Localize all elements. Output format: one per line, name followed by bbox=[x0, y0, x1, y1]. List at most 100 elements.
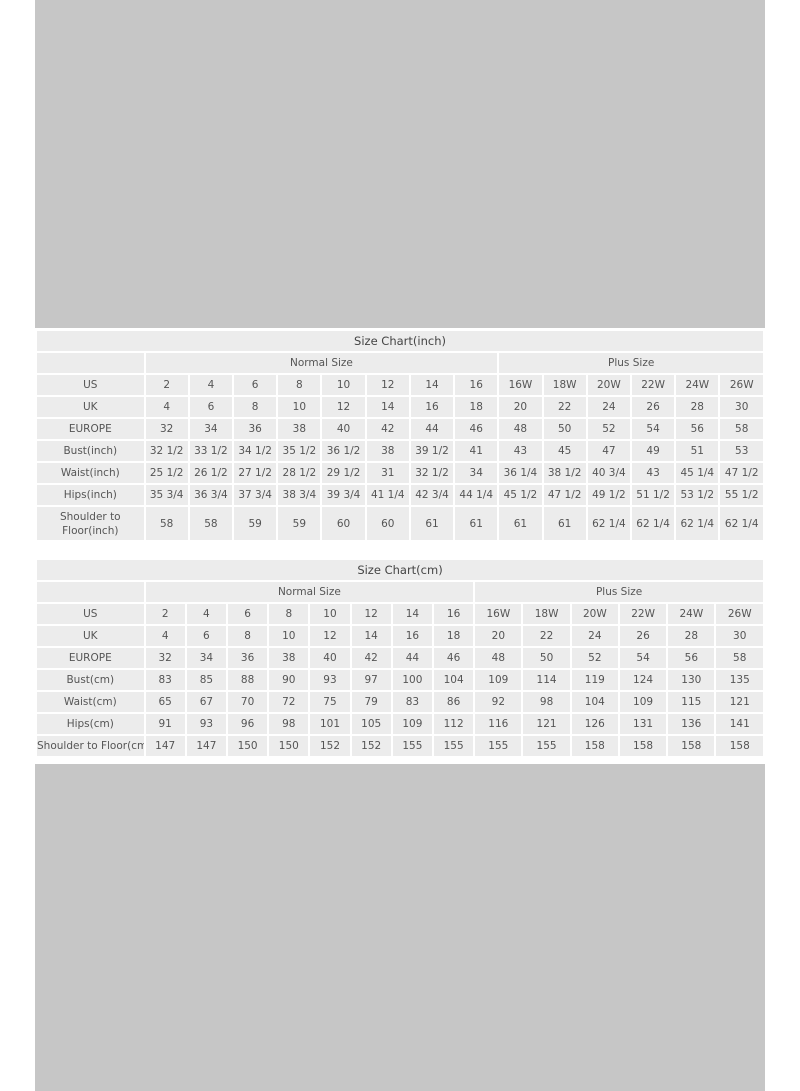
size-chart-cm-table: Size Chart(cm) Normal Size Plus Size US 2 4 6 8… bbox=[35, 558, 765, 758]
table-cell: 97 bbox=[351, 670, 391, 690]
table-cell: 10 bbox=[310, 604, 350, 624]
table-cell: 36 1/2 bbox=[322, 441, 365, 461]
table-cell: 62 1/4 bbox=[720, 507, 763, 540]
table-cell: 6 bbox=[234, 375, 277, 395]
table-cell: 44 1/4 bbox=[455, 485, 498, 505]
table-cell: 26W bbox=[720, 375, 763, 395]
table-cell: 42 bbox=[351, 648, 391, 668]
table-cell: 37 3/4 bbox=[234, 485, 277, 505]
row-label: US bbox=[37, 604, 144, 624]
size-chart-inch-table: Size Chart(inch) Normal Size Plus Size US 2 4… bbox=[35, 329, 765, 542]
table-cell: 34 bbox=[189, 419, 233, 439]
table-cell: 53 bbox=[720, 441, 763, 461]
row-label: Waist(inch) bbox=[37, 463, 144, 483]
table-cell: 52 bbox=[587, 419, 630, 439]
table-cell: 155 bbox=[392, 736, 432, 756]
table-row: Hips(inch) 35 3/4 36 3/4 37 3/4 38 3/4 39 3/4… bbox=[37, 485, 763, 505]
table-cell: 47 1/2 bbox=[543, 485, 586, 505]
table-cell: 158 bbox=[668, 736, 715, 756]
table-cell: 16W bbox=[499, 375, 542, 395]
table-cell: 43 bbox=[631, 463, 675, 483]
corner-cell bbox=[37, 582, 144, 602]
table-cell: 90 bbox=[269, 670, 309, 690]
table-cell: 124 bbox=[619, 670, 667, 690]
table-cell: 36 bbox=[227, 648, 268, 668]
table-cell: 101 bbox=[310, 714, 350, 734]
table-row: Hips(cm) 91 93 96 98 101 105 109 112 116 121 126 131… bbox=[37, 714, 763, 734]
table-cell: 16 bbox=[410, 397, 454, 417]
table-cell: 38 bbox=[278, 419, 321, 439]
group-header-normal: Normal Size bbox=[145, 582, 474, 602]
table-row: UK 4 6 8 10 12 14 16 18 20 22 24 26 28 30 bbox=[37, 626, 763, 646]
table-cell: 36 3/4 bbox=[189, 485, 233, 505]
table-cell: 61 bbox=[543, 507, 586, 540]
table-cell: 135 bbox=[716, 670, 763, 690]
row-label: UK bbox=[37, 626, 144, 646]
table-row: Bust(cm) 83 85 88 90 93 97 100 104 109 114 119 124 13… bbox=[37, 670, 763, 690]
table-cell: 22 bbox=[523, 626, 570, 646]
table-cell: 10 bbox=[278, 397, 321, 417]
table-cell: 92 bbox=[475, 692, 522, 712]
table-cell: 26 1/2 bbox=[189, 463, 233, 483]
table-cell: 61 bbox=[410, 507, 454, 540]
row-label: Hips(cm) bbox=[37, 714, 144, 734]
table-cell: 18 bbox=[434, 626, 474, 646]
table-cell: 34 bbox=[186, 648, 226, 668]
table-cell: 14 bbox=[351, 626, 391, 646]
table-cell: 59 bbox=[278, 507, 321, 540]
table-cell: 52 bbox=[571, 648, 618, 668]
table-cell: 31 bbox=[366, 463, 409, 483]
table-cell: 4 bbox=[145, 626, 185, 646]
table-cell: 32 bbox=[145, 648, 185, 668]
table-cell: 50 bbox=[543, 419, 586, 439]
table-cell: 67 bbox=[186, 692, 226, 712]
table-cell: 75 bbox=[310, 692, 350, 712]
table-cell: 27 1/2 bbox=[234, 463, 277, 483]
table-cell: 4 bbox=[189, 375, 233, 395]
table-cell: 16W bbox=[475, 604, 522, 624]
table-cell: 29 1/2 bbox=[322, 463, 365, 483]
table-cell: 147 bbox=[145, 736, 185, 756]
table-cell: 6 bbox=[189, 397, 233, 417]
table-cell: 33 1/2 bbox=[189, 441, 233, 461]
table-cell: 54 bbox=[631, 419, 675, 439]
table-cell: 136 bbox=[668, 714, 715, 734]
table-row: Shoulder to Floor(cm) 147 147 150 150 152 152 1… bbox=[37, 736, 763, 756]
table-cell: 4 bbox=[186, 604, 226, 624]
table-cell: 32 1/2 bbox=[145, 441, 188, 461]
table-cell: 56 bbox=[676, 419, 719, 439]
row-label: Waist(cm) bbox=[37, 692, 144, 712]
table-cell: 65 bbox=[145, 692, 185, 712]
table-cell: 44 bbox=[392, 648, 432, 668]
table-cell: 46 bbox=[455, 419, 498, 439]
table-cell: 51 bbox=[676, 441, 719, 461]
table-cell: 98 bbox=[269, 714, 309, 734]
table-cell: 24W bbox=[668, 604, 715, 624]
table-cell: 10 bbox=[269, 626, 309, 646]
table-cell: 98 bbox=[523, 692, 570, 712]
table-cell: 45 1/2 bbox=[499, 485, 542, 505]
table-cell: 158 bbox=[716, 736, 763, 756]
table-cell: 6 bbox=[227, 604, 268, 624]
table-cell: 119 bbox=[571, 670, 618, 690]
table-cell: 58 bbox=[720, 419, 763, 439]
row-label: EUROPE bbox=[37, 648, 144, 668]
table-cell: 62 1/4 bbox=[631, 507, 675, 540]
table-cell: 26 bbox=[631, 397, 675, 417]
group-header-normal: Normal Size bbox=[145, 353, 498, 373]
table-cell: 155 bbox=[475, 736, 522, 756]
table-cell: 104 bbox=[571, 692, 618, 712]
table-title: Size Chart(inch) bbox=[37, 331, 763, 351]
table-row: US 2 4 6 8 10 12 14 16 16W 18W 20W 22W 24W 26W bbox=[37, 375, 763, 395]
table-row: UK 4 6 8 10 12 14 16 18 20 22 24 26 28 30 bbox=[37, 397, 763, 417]
table-cell: 45 1/4 bbox=[676, 463, 719, 483]
table-cell: 24 bbox=[587, 397, 630, 417]
table-cell: 30 bbox=[720, 397, 763, 417]
table-cell: 88 bbox=[227, 670, 268, 690]
table-cell: 158 bbox=[571, 736, 618, 756]
table-cell: 115 bbox=[668, 692, 715, 712]
table-cell: 8 bbox=[234, 397, 277, 417]
table-cell: 152 bbox=[310, 736, 350, 756]
table-cell: 49 bbox=[631, 441, 675, 461]
table-cell: 18W bbox=[523, 604, 570, 624]
